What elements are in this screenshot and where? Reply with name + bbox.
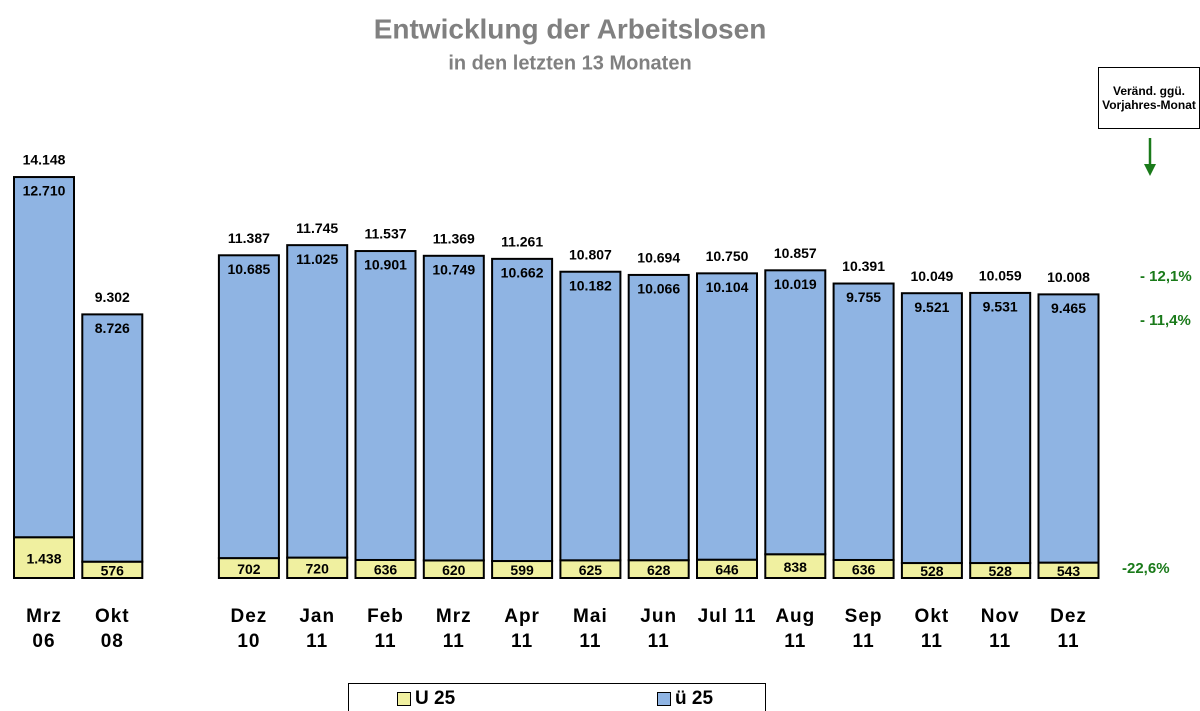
total-label: 10.049 (910, 268, 953, 284)
legend: U 25 ü 25 (348, 683, 766, 711)
bar-segment (696, 272, 758, 561)
arrow-head (1144, 164, 1156, 176)
total-label: 10.694 (637, 250, 680, 266)
bar-segment (422, 254, 485, 562)
data-label: 12.710 (23, 183, 66, 199)
x-tick-label: Sep 11 (844, 606, 883, 652)
data-label: 576 (101, 563, 125, 579)
x-tick-label: Jun 11 (640, 606, 678, 652)
data-label: 8.726 (95, 320, 130, 336)
data-label: 9.521 (914, 299, 949, 315)
chart-title: Entwicklung der Arbeitslosen (374, 13, 767, 44)
data-label: 636 (374, 562, 398, 578)
data-label: 620 (442, 562, 466, 578)
annotation: - 12,1% (1140, 268, 1192, 285)
x-tick-label: Dez 11 (1050, 606, 1087, 652)
bar-segment (627, 273, 690, 562)
total-label: 11.261 (501, 234, 543, 250)
x-tick-label: Jan 11 (299, 606, 336, 652)
total-label: 10.750 (706, 248, 749, 264)
data-label: 1.438 (26, 550, 61, 566)
bar-segment (13, 536, 75, 579)
total-label: 11.369 (433, 231, 475, 247)
x-tick-label: Okt 11 (914, 606, 950, 652)
bar-segment (13, 176, 75, 539)
x-tick-label: Nov 11 (980, 606, 1020, 652)
data-label: 543 (1057, 563, 1081, 579)
legend-item: ü 25 (657, 688, 713, 710)
bar-segment (491, 257, 554, 563)
data-label: 9.755 (846, 289, 881, 305)
legend-swatch (657, 692, 671, 706)
total-label: 9.302 (95, 289, 130, 305)
data-label: 10.104 (706, 279, 749, 295)
data-label: 10.066 (637, 281, 680, 297)
data-label: 702 (237, 561, 261, 577)
data-label: 10.019 (774, 276, 817, 292)
x-tick-label: Dez 10 (230, 606, 268, 652)
x-tick-label: Jul 11 (697, 606, 757, 627)
total-label: 10.008 (1047, 269, 1090, 285)
legend-item: U 25 (397, 688, 455, 710)
x-tick-label: Aug 11 (775, 606, 816, 652)
chart-subtitle: in den letzten 13 Monaten (448, 52, 691, 74)
data-label: 646 (715, 562, 739, 578)
x-tick-label: Okt 08 (94, 606, 130, 652)
annotation: - 11,4% (1140, 312, 1191, 329)
bar-segment (559, 270, 622, 562)
data-label: 10.182 (569, 277, 612, 293)
legend-label: ü 25 (675, 688, 714, 709)
total-label: 14.148 (23, 152, 66, 168)
bar-segment (217, 254, 280, 560)
bar-segment (764, 269, 827, 556)
bar-segment (354, 250, 417, 561)
data-label: 10.749 (432, 262, 475, 278)
data-label: 838 (784, 559, 808, 575)
data-label: 628 (647, 562, 671, 578)
total-label: 10.807 (569, 246, 612, 262)
x-tick-label: Mrz 06 (26, 606, 62, 652)
total-label: 11.537 (364, 226, 406, 242)
x-tick-label: Apr 11 (504, 606, 540, 652)
bar-segment (286, 244, 349, 559)
data-label: 10.662 (501, 265, 544, 281)
bar-segment (832, 282, 895, 561)
legend-swatch (397, 692, 411, 706)
data-label: 528 (920, 563, 944, 579)
data-label: 599 (510, 562, 534, 578)
total-label: 11.387 (228, 230, 270, 246)
x-tick-label: Mrz 11 (435, 606, 472, 652)
data-label: 11.025 (296, 251, 338, 267)
bar-segment (81, 313, 144, 563)
legend-label: U 25 (415, 688, 456, 709)
data-label: 9.531 (983, 299, 1018, 315)
data-label: 10.901 (364, 257, 407, 273)
data-label: 9.465 (1051, 300, 1086, 316)
bar-segment (900, 292, 963, 565)
bar-segment (1037, 293, 1100, 564)
data-label: 636 (852, 562, 876, 578)
total-label: 10.391 (842, 258, 885, 274)
total-label: 10.857 (774, 245, 817, 261)
data-label: 625 (579, 562, 603, 578)
total-label: 11.745 (296, 220, 338, 236)
bar-segment (969, 291, 1032, 565)
annotation: -22,6% (1122, 560, 1170, 577)
data-label: 10.685 (227, 261, 270, 277)
x-tick-label: Feb 11 (367, 606, 404, 652)
data-label: 528 (989, 563, 1013, 579)
data-label: 720 (306, 561, 330, 577)
total-label: 10.059 (979, 268, 1022, 284)
x-tick-label: Mai 11 (573, 606, 608, 652)
annotation-box: Veränd. ggü. Vorjahres-Monat (1098, 67, 1200, 129)
